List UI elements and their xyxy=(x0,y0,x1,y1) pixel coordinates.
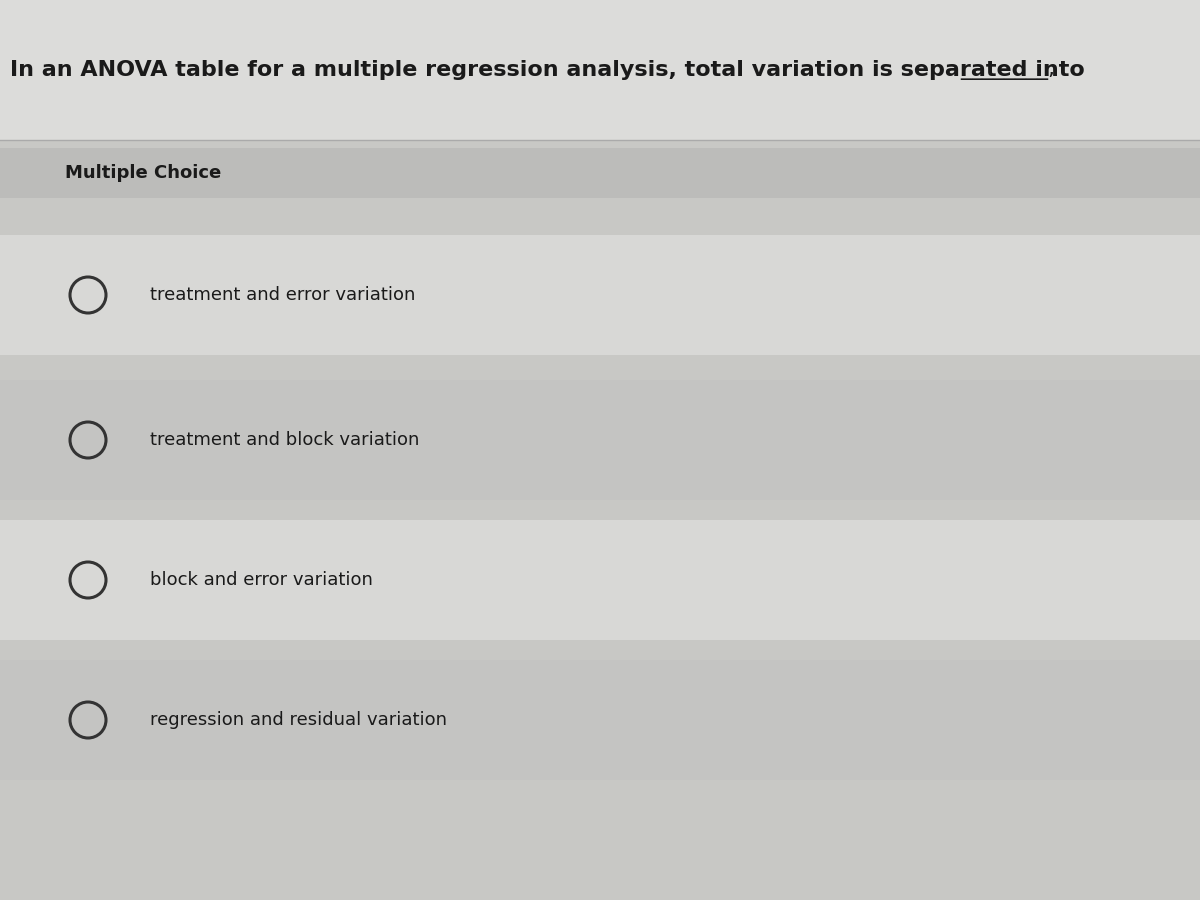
Bar xyxy=(0,660,1200,780)
Bar xyxy=(0,148,1200,198)
Text: treatment and error variation: treatment and error variation xyxy=(150,286,415,304)
Text: block and error variation: block and error variation xyxy=(150,571,373,589)
Text: regression and residual variation: regression and residual variation xyxy=(150,711,446,729)
Text: In an ANOVA table for a multiple regression analysis, total variation is separat: In an ANOVA table for a multiple regress… xyxy=(10,60,1085,80)
Bar xyxy=(0,235,1200,355)
Bar xyxy=(0,0,1200,140)
Text: treatment and block variation: treatment and block variation xyxy=(150,431,419,449)
Bar xyxy=(0,520,1200,640)
Text: ________,: ________, xyxy=(960,60,1055,80)
Text: Multiple Choice: Multiple Choice xyxy=(65,164,221,182)
Bar xyxy=(0,380,1200,500)
